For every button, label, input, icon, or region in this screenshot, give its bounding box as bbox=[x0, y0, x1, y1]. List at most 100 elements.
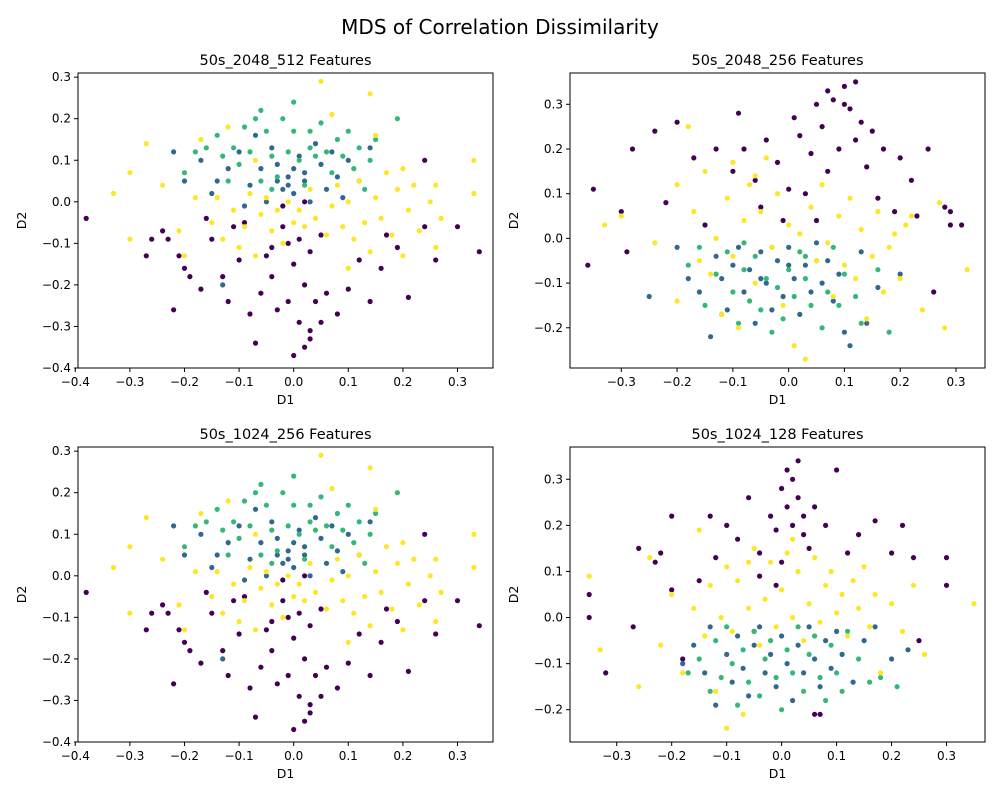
scatter-point bbox=[735, 244, 742, 250]
scatter-point bbox=[836, 146, 842, 152]
scatter-point bbox=[834, 610, 840, 616]
scatter-point bbox=[274, 552, 280, 558]
scatter-point bbox=[263, 569, 269, 575]
scatter-point bbox=[329, 577, 335, 583]
scatter-point bbox=[858, 226, 864, 232]
x-tick-label: 0.1 bbox=[827, 749, 846, 763]
scatter-point bbox=[825, 258, 831, 264]
scatter-point bbox=[471, 564, 477, 571]
scatter-point bbox=[795, 624, 801, 630]
scatter-point bbox=[647, 555, 653, 561]
x-tick-label: −0.3 bbox=[115, 375, 144, 389]
scatter-point bbox=[586, 591, 592, 598]
x-tick-label: 0.3 bbox=[448, 375, 467, 389]
scatter-point bbox=[746, 679, 752, 685]
x-tick-label: −0.1 bbox=[225, 749, 254, 763]
scatter-point bbox=[845, 633, 851, 639]
y-tick-label: −0.1 bbox=[534, 657, 563, 671]
scatter-point bbox=[247, 523, 253, 529]
scatter-point bbox=[291, 635, 297, 641]
scatter-point bbox=[367, 298, 373, 305]
scatter-point bbox=[367, 519, 373, 525]
scatter-point bbox=[203, 519, 209, 525]
scatter-point bbox=[258, 552, 264, 558]
scatter-point bbox=[741, 289, 747, 295]
scatter-point bbox=[394, 244, 400, 251]
scatter-point bbox=[83, 215, 89, 221]
scatter-point bbox=[897, 271, 903, 277]
scatter-point bbox=[780, 316, 786, 322]
scatter-point bbox=[307, 623, 313, 629]
scatter-point bbox=[373, 136, 379, 143]
scatter-point bbox=[149, 610, 155, 616]
scatter-point bbox=[795, 568, 801, 575]
scatter-point bbox=[302, 656, 308, 662]
scatter-point bbox=[784, 661, 790, 667]
scatter-point bbox=[707, 624, 713, 630]
scatter-point bbox=[819, 124, 825, 130]
scatter-point bbox=[773, 674, 779, 681]
scatter-point bbox=[209, 610, 215, 616]
y-tick-label: −0.1 bbox=[42, 236, 71, 250]
scatter-point bbox=[774, 159, 781, 165]
scatter-point bbox=[586, 573, 592, 579]
scatter-point bbox=[841, 101, 848, 107]
scatter-point bbox=[947, 209, 954, 215]
scatter-point bbox=[362, 560, 368, 566]
scatter-point bbox=[171, 681, 177, 687]
scatter-point bbox=[741, 267, 747, 273]
scatter-point bbox=[329, 149, 335, 155]
scatter-point bbox=[225, 124, 231, 130]
scatter-point bbox=[416, 602, 422, 608]
scatter-point bbox=[181, 178, 188, 184]
scatter-point bbox=[878, 674, 884, 681]
x-tick-label: 0.1 bbox=[339, 749, 358, 763]
scatter-point bbox=[334, 174, 340, 180]
scatter-point bbox=[735, 633, 741, 639]
scatter-point bbox=[400, 627, 406, 633]
y-axis-label: D2 bbox=[506, 212, 521, 230]
scatter-point bbox=[894, 684, 900, 690]
scatter-point bbox=[823, 697, 829, 704]
scatter-point bbox=[762, 596, 768, 602]
scatter-point bbox=[702, 222, 708, 228]
scatter-point bbox=[825, 240, 831, 246]
scatter-point bbox=[658, 550, 664, 556]
scatter-point bbox=[758, 307, 764, 313]
scatter-point bbox=[307, 186, 313, 192]
scatter-point bbox=[813, 240, 820, 246]
scatter-point bbox=[252, 531, 259, 537]
scatter-point bbox=[127, 544, 133, 550]
scatter-point bbox=[899, 628, 906, 635]
scatter-point bbox=[367, 623, 373, 629]
scatter-point bbox=[707, 582, 713, 588]
scatter-point bbox=[296, 236, 302, 242]
scatter-point bbox=[110, 564, 117, 571]
y-axis-label: D2 bbox=[14, 212, 29, 230]
scatter-point bbox=[329, 485, 335, 492]
scatter-point bbox=[652, 240, 658, 246]
scatter-point bbox=[867, 624, 873, 630]
scatter-point bbox=[786, 222, 792, 228]
y-tick-label: 0.3 bbox=[52, 70, 71, 84]
x-tick-label: −0.3 bbox=[115, 749, 144, 763]
scatter-point bbox=[747, 298, 753, 304]
scatter-point bbox=[828, 642, 834, 648]
scatter-point bbox=[713, 271, 719, 277]
scatter-point bbox=[411, 182, 417, 188]
scatter-point bbox=[187, 648, 193, 654]
scatter-point bbox=[914, 213, 920, 219]
scatter-point bbox=[334, 556, 340, 562]
scatter-point bbox=[198, 157, 204, 163]
scatter-point bbox=[280, 598, 286, 604]
scatter-point bbox=[757, 693, 763, 699]
scatter-point bbox=[198, 510, 204, 517]
scatter-point bbox=[806, 545, 812, 552]
scatter-point bbox=[312, 589, 319, 596]
scatter-point bbox=[269, 244, 275, 251]
scatter-point bbox=[839, 591, 845, 598]
scatter-point bbox=[318, 319, 324, 325]
scatter-point bbox=[312, 215, 319, 221]
scatter-point bbox=[763, 137, 769, 143]
scatter-point bbox=[836, 271, 842, 277]
